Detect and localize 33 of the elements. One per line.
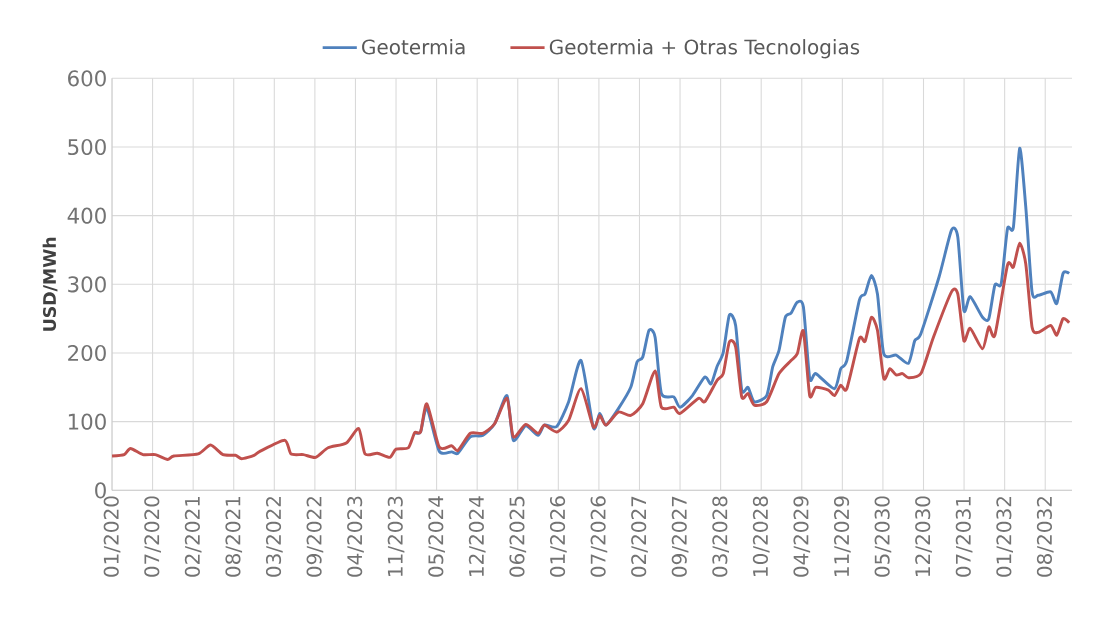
- x-tick-label: 05/2030: [874, 496, 892, 577]
- x-tick-label: 12/2030: [915, 496, 932, 576]
- x-tick-label: 01/2026: [549, 496, 567, 577]
- x-tick-label: 08/2021: [225, 496, 243, 577]
- x-tick-label: 06/2025: [509, 496, 527, 577]
- x-tick-label: 09/2027: [671, 496, 689, 577]
- x-tick-label: 04/2023: [347, 496, 364, 577]
- x-tick-label: 11/2029: [834, 496, 851, 576]
- x-tick-label: 09/2022: [306, 497, 324, 577]
- y-axis-title: USD/MWh: [42, 237, 58, 331]
- x-tick-label: 08/2032: [1036, 497, 1054, 577]
- legend-label: Geotermia: [362, 39, 465, 55]
- y-tick-label: 600: [68, 70, 106, 87]
- x-tick-label: 12/2024: [468, 496, 486, 576]
- line-series: [112, 241, 1071, 461]
- y-tick-label: 400: [67, 207, 106, 224]
- x-tick-label: 07/2031: [955, 496, 973, 577]
- x-tick-label: 04/2029: [793, 496, 811, 577]
- legend-label: Geotermia + Otras Tecnologias: [549, 39, 860, 59]
- x-tick-label: 02/2021: [184, 496, 202, 577]
- x-tick-label: 01/2032: [996, 497, 1013, 577]
- x-tick-label: 03/2022: [265, 497, 283, 577]
- y-tick-label: 200: [68, 344, 106, 362]
- y-tick-label: 100: [68, 413, 106, 430]
- x-tick-label: 10/2028: [752, 496, 770, 576]
- x-tick-label: 02/2027: [631, 496, 648, 577]
- x-tick-label: 07/2026: [590, 496, 608, 577]
- x-tick-label: 05/2024: [428, 496, 445, 577]
- x-tick-label: 07/2020: [144, 496, 161, 577]
- y-tick-label: 500: [68, 138, 106, 156]
- y-tick-label: 300: [68, 276, 106, 293]
- x-tick-label: 03/2028: [712, 496, 729, 577]
- x-tick-label: 11/2023: [387, 496, 405, 576]
